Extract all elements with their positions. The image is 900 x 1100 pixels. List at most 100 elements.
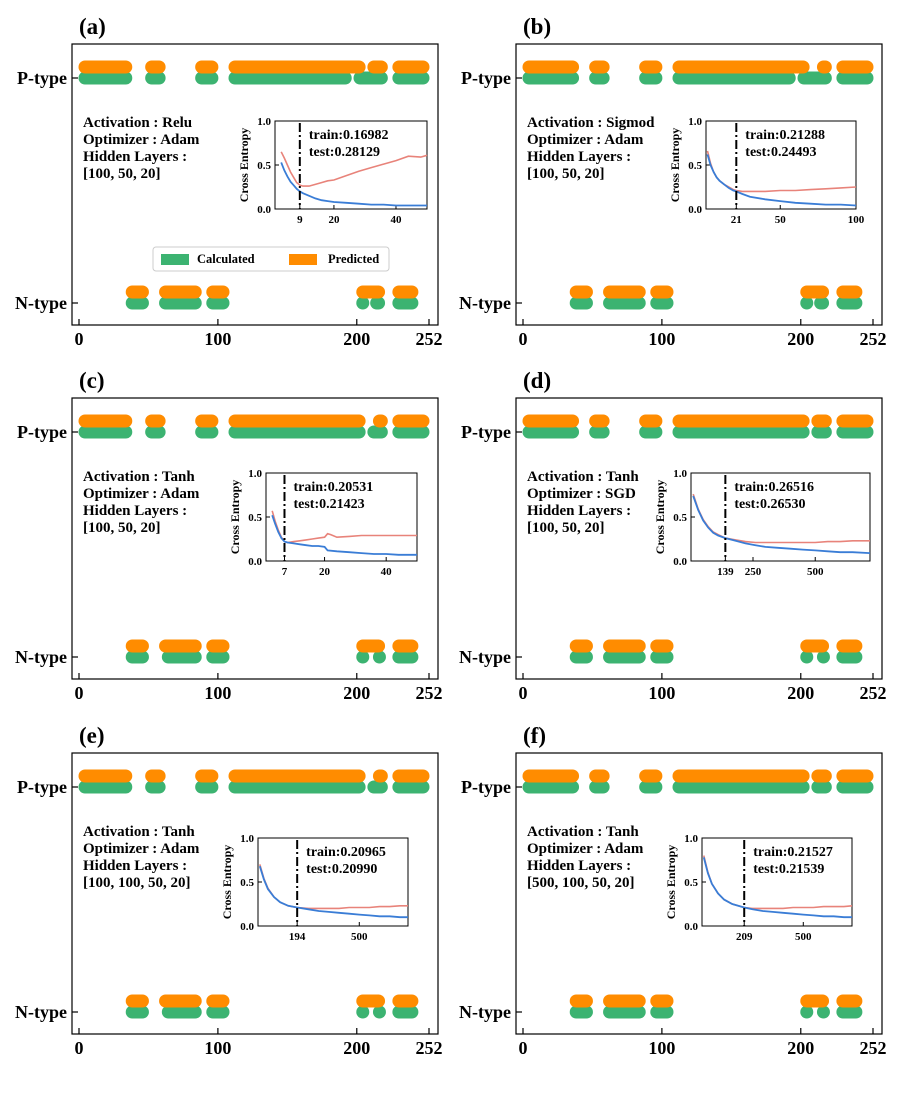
hidden-layers-label: Hidden Layers : [527,149,631,165]
hidden-layers-value: [100, 50, 20] [527,166,605,182]
activation-text: Activation : Tanh [83,469,195,485]
inset-x-tick-label: 100 [848,214,865,226]
panel-label: (f) [523,723,546,748]
test-loss-text: test:0.24493 [745,145,816,160]
activation-text: Activation : Sigmod [527,115,655,131]
x-tick-label: 0 [519,1038,528,1058]
inset-y-tick-label: 1.0 [257,116,271,128]
inset-y-axis-label: Cross Entropy [664,845,678,920]
inset-y-tick-label: 1.0 [248,468,262,480]
train-loss-line [706,154,857,207]
panel-label: (d) [523,368,551,393]
activation-text: Activation : Tanh [527,469,639,485]
hidden-layers-value: [100, 50, 20] [527,520,605,536]
inset-x-tick-label: 20 [328,214,340,226]
plot-frame [515,43,883,326]
optimizer-text: Optimizer : Adam [83,486,200,502]
hidden-layers-value: [100, 50, 20] [83,166,161,182]
y-tick-label: P-type [17,777,67,797]
inset-x-tick-label: 20 [319,566,331,578]
panel-d: (d) P-type N-type 0 100 200 252 Activation : Ta… [459,368,887,703]
x-tick-label: 252 [860,683,887,703]
inset-x-tick-label: 7 [282,566,288,578]
inset-frame [265,472,418,562]
inset-y-axis-label: Cross Entropy [228,480,242,555]
x-tick-label: 200 [787,683,814,703]
legend-box [152,246,390,272]
panel-b: (b) P-type N-type 0 100 200 252 Activation : Si… [459,14,887,349]
activation-text: Activation : Tanh [83,824,195,840]
train-loss-text: train:0.26516 [734,480,814,495]
inset-x-tick-label: 139 [717,566,734,578]
inset-y-tick-label: 0.0 [688,204,702,216]
x-tick-label: 0 [75,683,84,703]
inset-x-tick-label: 500 [807,566,824,578]
hidden-layers-label: Hidden Layers : [83,858,187,874]
inset-y-tick-label: 0.5 [688,160,702,172]
train-loss-line [258,865,408,919]
hidden-layers-label: Hidden Layers : [527,503,631,519]
inset-y-tick-label: 0.0 [673,556,687,568]
x-tick-label: 252 [416,329,443,349]
inset-x-tick-label: 250 [745,566,762,578]
x-tick-label: 252 [860,329,887,349]
x-tick-label: 252 [416,1038,443,1058]
hidden-layers-label: Hidden Layers : [527,858,631,874]
train-loss-text: train:0.20531 [293,480,373,495]
train-loss-line [692,495,871,554]
panel-c: (c) P-type N-type 0 100 200 252 Activation : Ta… [15,368,443,703]
y-tick-label: N-type [459,1002,511,1022]
inset-y-tick-label: 1.0 [240,833,254,845]
panel-label: (b) [523,14,551,39]
test-loss-text: test:0.28129 [309,145,380,160]
train-loss-text: train:0.16982 [309,128,389,143]
train-loss-text: train:0.21288 [745,128,825,143]
inset-chart: 0.0 0.5 1.0 7 20 40 Cross Entropy train:0.20531… [228,468,418,578]
train-loss-text: train:0.21527 [753,845,833,860]
inset-y-axis-label: Cross Entropy [237,128,251,203]
inset-y-tick-label: 0.0 [257,204,271,216]
y-tick-label: N-type [15,647,67,667]
optimizer-text: Optimizer : Adam [527,841,644,857]
x-tick-label: 100 [648,683,675,703]
train-loss-line [271,514,417,556]
y-tick-label: P-type [461,777,511,797]
x-tick-label: 0 [75,1038,84,1058]
inset-y-tick-label: 0.5 [240,877,254,889]
inset-y-axis-label: Cross Entropy [653,480,667,555]
y-tick-label: N-type [459,647,511,667]
inset-y-tick-label: 0.5 [684,877,698,889]
x-tick-label: 100 [204,1038,231,1058]
inset-chart: 0.0 0.5 1.0 139 250 500 Cross Entropy train:0.2… [653,468,871,578]
inset-x-tick-label: 194 [289,931,306,943]
panel-e: (e) P-type N-type 0 100 200 252 Activation : Ta… [15,723,443,1058]
inset-y-tick-label: 1.0 [673,468,687,480]
x-tick-label: 200 [343,329,370,349]
inset-x-tick-label: 21 [731,214,742,226]
hidden-layers-value: [100, 100, 50, 20] [83,875,191,891]
activation-text: Activation : Tanh [527,824,639,840]
plot-frame [515,397,883,680]
test-loss-line [280,151,428,187]
plot-frame [71,397,439,680]
inset-x-tick-label: 9 [297,214,303,226]
plot-frame [71,752,439,1035]
x-tick-label: 0 [75,329,84,349]
panel-label: (e) [79,723,105,748]
test-loss-text: test:0.20990 [306,862,377,877]
inset-chart: 0.0 0.5 1.0 194 500 Cross Entropy train:0.2096… [220,833,409,943]
x-tick-label: 100 [648,1038,675,1058]
hidden-layers-label: Hidden Layers : [83,149,187,165]
panel-a: (a) P-type N-type 0 100 200 252 Activation : Re… [15,14,443,349]
train-loss-line [280,162,427,207]
legend-label-predicted: Predicted [328,252,379,266]
y-tick-label: N-type [459,293,511,313]
legend-swatch-calculated [161,254,189,265]
inset-chart: 0.0 0.5 1.0 209 500 Cross Entropy train:0.2152… [664,833,853,943]
plot-frame [71,43,439,326]
y-tick-label: P-type [461,68,511,88]
inset-y-axis-label: Cross Entropy [220,845,234,920]
optimizer-text: Optimizer : SGD [527,486,636,502]
x-tick-label: 200 [343,1038,370,1058]
